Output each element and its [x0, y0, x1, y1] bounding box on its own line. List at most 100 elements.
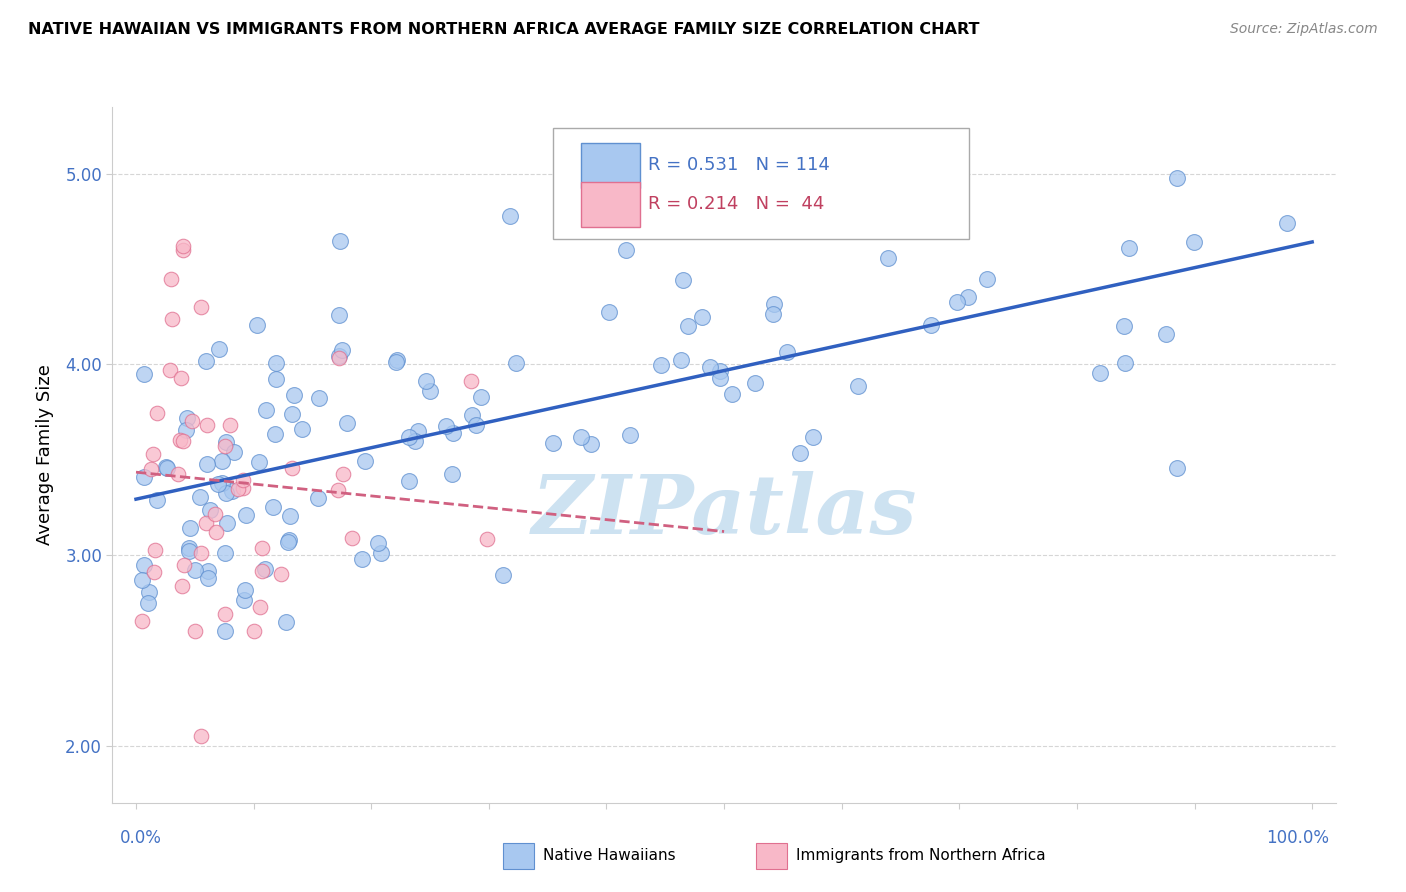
Point: [763, 296, 786, 310]
Point: [211, 476, 233, 491]
Point: [169, 433, 191, 447]
Point: [330, 343, 353, 358]
Point: [1166, 170, 1188, 185]
Point: [505, 356, 527, 370]
Point: [233, 583, 256, 598]
Point: [139, 462, 162, 476]
Point: [215, 434, 238, 449]
Point: [326, 483, 349, 497]
Point: [762, 307, 785, 321]
Point: [197, 571, 219, 585]
Point: [190, 300, 212, 314]
Text: R = 0.214   N =  44: R = 0.214 N = 44: [648, 195, 825, 213]
Point: [264, 356, 287, 370]
Point: [946, 294, 969, 309]
Point: [226, 482, 249, 496]
Point: [277, 535, 299, 549]
Point: [1154, 326, 1177, 341]
Point: [461, 409, 484, 423]
Point: [1166, 461, 1188, 475]
Point: [184, 624, 207, 639]
Point: [174, 423, 197, 437]
Point: [877, 251, 900, 265]
Point: [232, 473, 254, 487]
Point: [214, 439, 236, 453]
Point: [249, 455, 271, 469]
Text: Immigrants from Northern Africa: Immigrants from Northern Africa: [796, 848, 1046, 863]
Point: [167, 467, 190, 481]
Point: [385, 354, 408, 368]
Point: [616, 243, 638, 257]
Point: [776, 345, 799, 359]
Point: [408, 425, 430, 439]
Point: [353, 454, 375, 468]
Point: [350, 551, 373, 566]
Point: [709, 363, 731, 377]
Point: [398, 474, 420, 488]
Point: [619, 427, 641, 442]
Point: [156, 461, 179, 475]
Point: [253, 562, 276, 576]
Point: [283, 388, 305, 402]
Point: [173, 558, 195, 572]
Point: [404, 434, 426, 448]
Point: [699, 360, 721, 375]
Point: [160, 312, 183, 326]
Text: ZIPatlas: ZIPatlas: [531, 471, 917, 550]
Point: [1277, 216, 1299, 230]
Point: [441, 467, 464, 482]
Point: [204, 507, 226, 521]
Text: 0.0%: 0.0%: [120, 829, 162, 847]
Point: [132, 470, 155, 484]
Point: [308, 391, 330, 405]
Point: [235, 508, 257, 523]
Point: [254, 403, 277, 417]
Point: [920, 318, 942, 333]
Point: [328, 351, 350, 366]
Point: [266, 372, 288, 386]
Point: [470, 390, 492, 404]
Point: [434, 419, 457, 434]
Point: [197, 564, 219, 578]
Point: [190, 545, 212, 559]
Point: [246, 318, 269, 332]
Point: [243, 624, 266, 639]
Point: [571, 430, 593, 444]
Point: [475, 532, 498, 546]
Point: [328, 349, 350, 363]
Point: [249, 600, 271, 615]
Point: [215, 516, 238, 530]
Point: [138, 584, 160, 599]
Point: [145, 406, 167, 420]
Point: [146, 492, 169, 507]
FancyBboxPatch shape: [553, 128, 969, 239]
Point: [1118, 241, 1140, 255]
Point: [250, 541, 273, 555]
Point: [709, 371, 731, 385]
Point: [222, 444, 245, 458]
Point: [180, 414, 202, 428]
Point: [177, 541, 200, 555]
Point: [214, 546, 236, 560]
Point: [132, 368, 155, 382]
Point: [132, 558, 155, 572]
Point: [177, 543, 200, 558]
Point: [1114, 319, 1136, 334]
Point: [276, 615, 298, 629]
Point: [367, 536, 389, 550]
Point: [692, 310, 714, 324]
Point: [172, 239, 194, 253]
Point: [676, 318, 699, 333]
Point: [976, 272, 998, 286]
Point: [172, 243, 194, 257]
Point: [281, 408, 304, 422]
Point: [1182, 235, 1205, 249]
Point: [200, 503, 222, 517]
Point: [131, 574, 153, 588]
Point: [195, 418, 218, 433]
Point: [801, 430, 824, 444]
Point: [172, 434, 194, 448]
Point: [278, 508, 301, 523]
Point: [721, 386, 744, 401]
Point: [195, 353, 218, 368]
